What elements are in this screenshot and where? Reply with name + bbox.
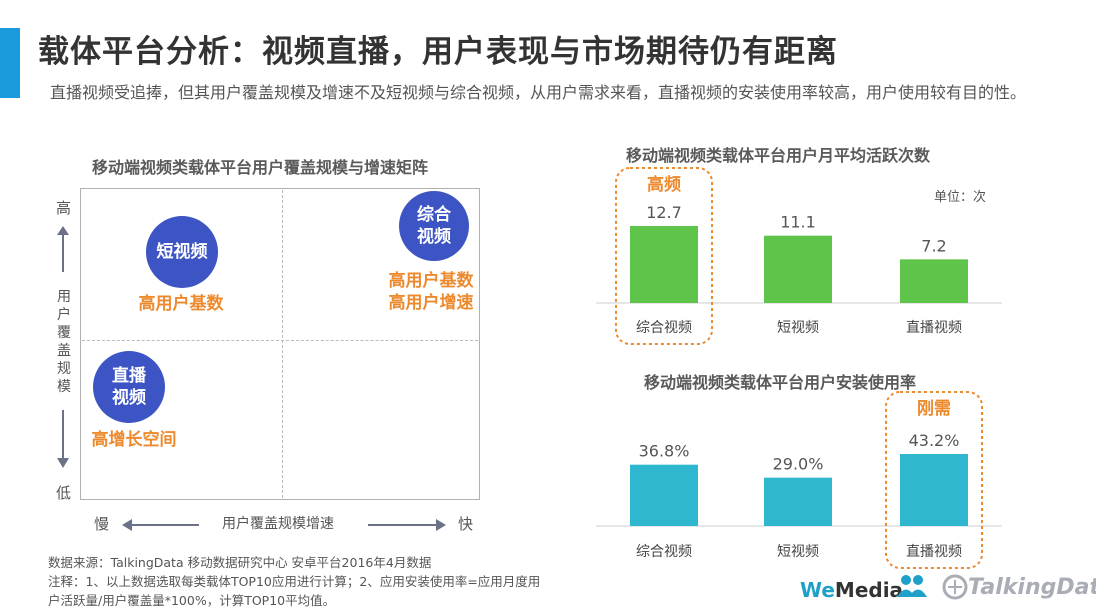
category-label: 短视频 <box>777 320 819 336</box>
wemedia-logo: WeMedia <box>800 578 904 602</box>
data-label: 7.2 <box>921 236 946 255</box>
category-label: 短视频 <box>777 544 819 560</box>
bubble-label: 综合 <box>417 205 451 225</box>
source-note: 数据来源：TalkingData 移动数据研究中心 安卓平台2016年4月数据 <box>48 555 432 570</box>
matrix-title: 移动端视频类载体平台用户覆盖规模与增速矩阵 <box>92 158 429 177</box>
bubble-label: 视频 <box>112 388 146 408</box>
x-axis-label: 用户覆盖规模增速 <box>222 516 334 532</box>
bubble-live-video: 直播 视频 <box>93 351 165 423</box>
bubble-desc-line: 高用户基数 <box>388 271 474 291</box>
category-label: 综合视频 <box>636 320 692 336</box>
y-axis-low: 低 <box>56 484 72 502</box>
arrow-right-icon <box>368 516 446 535</box>
chart2-svg: 36.8% 综合视频 29.0% 短视频 43.2% 直播视频 刚需 <box>596 391 1002 569</box>
page-title: 载体平台分析：视频直播，用户表现与市场期待仍有距离 <box>38 34 838 70</box>
matrix-frame <box>80 188 480 500</box>
category-label: 综合视频 <box>636 544 692 560</box>
bubble-desc: 高增长空间 <box>69 429 199 451</box>
bar <box>764 235 832 303</box>
chart1-unit: 单位：次 <box>934 190 987 205</box>
highlight-label: 刚需 <box>917 399 951 419</box>
x-axis-slow: 慢 <box>94 515 110 533</box>
y-axis-label: 用户覆 盖规模 <box>57 289 71 395</box>
bubble-general-video: 综合 视频 <box>399 191 469 261</box>
data-label: 36.8% <box>639 442 690 461</box>
arrow-up-icon <box>57 226 69 272</box>
footnote-line-2: 户活跃量/用户覆盖量*100%，计算TOP10平均值。 <box>48 593 336 608</box>
bubble-desc: 高用户基数 高用户增速 <box>366 270 496 314</box>
bubble-label: 视频 <box>417 227 451 247</box>
bubble-desc-line: 高用户增速 <box>388 293 474 313</box>
highlight-box <box>885 391 983 569</box>
bar <box>764 477 832 526</box>
chart2-title: 移动端视频类载体平台用户安装使用率 <box>644 373 917 392</box>
bar <box>900 259 968 303</box>
footnote-line-1: 注释：1、以上数据选取每类载体TOP10应用进行计算；2、应用安装使用率=应用月… <box>48 574 541 589</box>
data-label: 29.0% <box>773 455 824 474</box>
talkingdata-logo: TalkingData <box>968 575 1096 600</box>
bubble-label: 短视频 <box>156 242 208 262</box>
matrix-vertical-divider <box>282 190 283 498</box>
y-axis-high: 高 <box>56 199 72 217</box>
bubble-short-video: 短视频 <box>146 216 218 288</box>
bar <box>630 464 698 526</box>
highlight-box <box>615 167 713 345</box>
arrow-left-icon <box>122 516 200 535</box>
matrix-horizontal-divider <box>82 340 478 341</box>
talkingdata-logo-icon <box>942 574 968 604</box>
chart1-title: 移动端视频类载体平台用户月平均活跃次数 <box>626 146 931 165</box>
data-label: 11.1 <box>780 213 816 232</box>
category-label: 直播视频 <box>906 319 962 336</box>
bubble-desc-line: 高用户基数 <box>138 294 224 314</box>
bubble-label: 直播 <box>112 366 146 386</box>
x-axis-fast: 快 <box>458 515 474 533</box>
bubble-desc: 高用户基数 <box>116 293 246 315</box>
arrow-down-icon <box>57 410 69 468</box>
bar <box>900 454 968 526</box>
chart1-svg: 12.7 综合视频 11.1 短视频 7.2 直播视频 高频 <box>596 167 1002 345</box>
category-label: 直播视频 <box>906 543 962 560</box>
title-accent-bar <box>0 28 20 98</box>
bar <box>630 226 698 303</box>
data-label: 43.2% <box>909 431 960 450</box>
bubble-desc-line: 高增长空间 <box>91 430 177 450</box>
data-label: 12.7 <box>646 203 682 222</box>
page-subtitle: 直播视频受追捧，但其用户覆盖规模及增速不及短视频与综合视频，从用户需求来看，直播… <box>50 83 1027 102</box>
people-icon <box>896 573 928 603</box>
highlight-label: 高频 <box>647 174 681 195</box>
